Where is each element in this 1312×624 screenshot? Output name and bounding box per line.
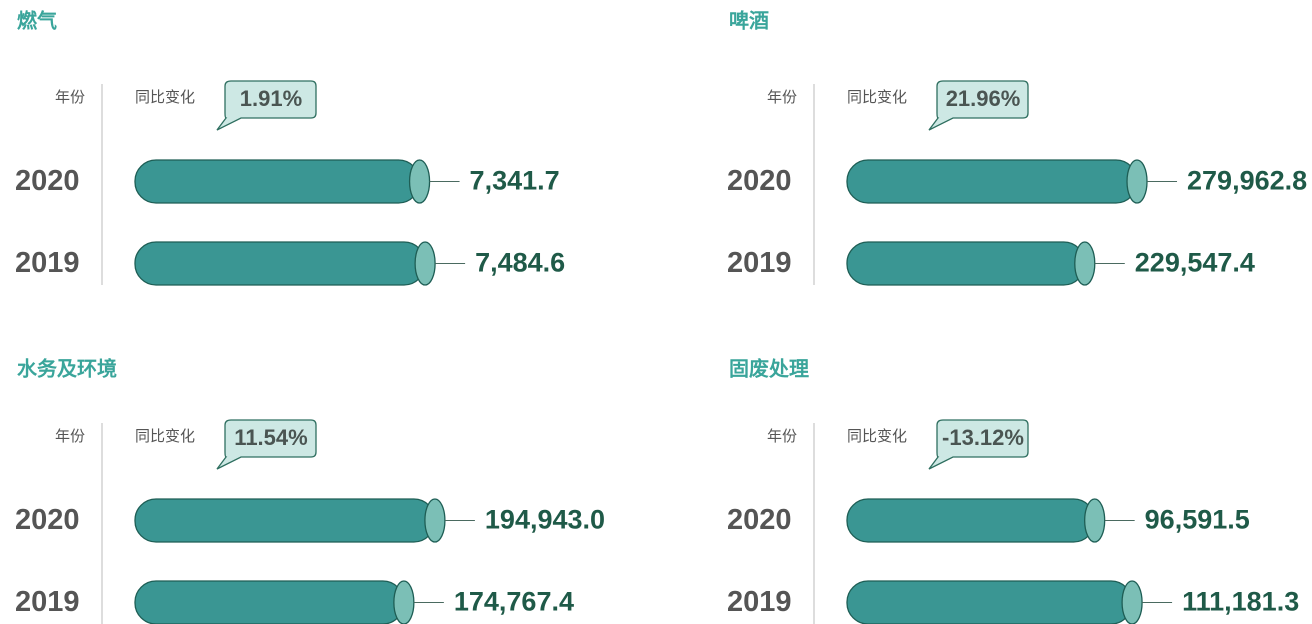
bar [846,159,1148,204]
value-label: 96,591.5 [1145,505,1250,535]
change-label: -13.12% [942,425,1024,450]
bar-body [846,498,1096,543]
panel-title: 水务及环境 [17,356,117,380]
callout [928,80,1029,131]
year-header: 年份 [767,428,797,445]
bar [846,580,1143,624]
change-label: 21.96% [946,86,1021,111]
bar [134,498,446,543]
year-header: 年份 [55,89,85,106]
callout [928,419,1029,470]
year-label: 2019 [727,586,792,618]
bar-end [1121,580,1143,624]
bar-body [846,241,1086,286]
bar-end [408,159,431,204]
bar-end [414,241,436,286]
bar [134,241,436,286]
change-label: 1.91% [240,86,302,111]
change-header: 同比变化 [135,428,195,445]
year-label: 2020 [727,165,792,197]
panel-title: 啤酒 [729,8,769,32]
bar-body [846,580,1133,624]
bar-body [846,159,1138,204]
change-header: 同比变化 [847,89,907,106]
year-label: 2020 [15,165,80,197]
value-label: 174,767.4 [454,587,574,617]
year-label: 2019 [15,586,80,618]
year-header: 年份 [55,428,85,445]
bar [846,498,1106,543]
bar-end [393,580,415,624]
value-label: 229,547.4 [1135,248,1255,278]
bar [846,241,1096,286]
bar-end [1074,241,1096,286]
change-header: 同比变化 [847,428,907,445]
value-label: 7,484.6 [475,248,565,278]
bar-end [1126,159,1148,204]
bar [134,159,431,204]
year-label: 2020 [15,504,80,536]
change-header: 同比变化 [135,89,195,106]
value-label: 7,341.7 [470,166,560,196]
value-label: 194,943.0 [485,505,605,535]
year-label: 2019 [15,247,80,279]
callout [216,80,317,131]
year-header: 年份 [767,89,797,106]
bar-body [134,580,405,624]
year-label: 2020 [727,504,792,536]
bar-end [424,498,446,543]
bar [134,580,415,624]
panel-title: 燃气 [17,8,57,32]
bar-body [134,498,436,543]
panel-title: 固废处理 [729,356,809,380]
change-label: 11.54% [234,425,307,450]
callout [216,419,317,470]
bar-end [1084,498,1106,543]
bar-body [134,159,421,204]
bar-body [134,241,426,286]
value-label: 111,181.3 [1182,587,1299,617]
value-label: 279,962.8 [1187,166,1307,196]
year-label: 2019 [727,247,792,279]
